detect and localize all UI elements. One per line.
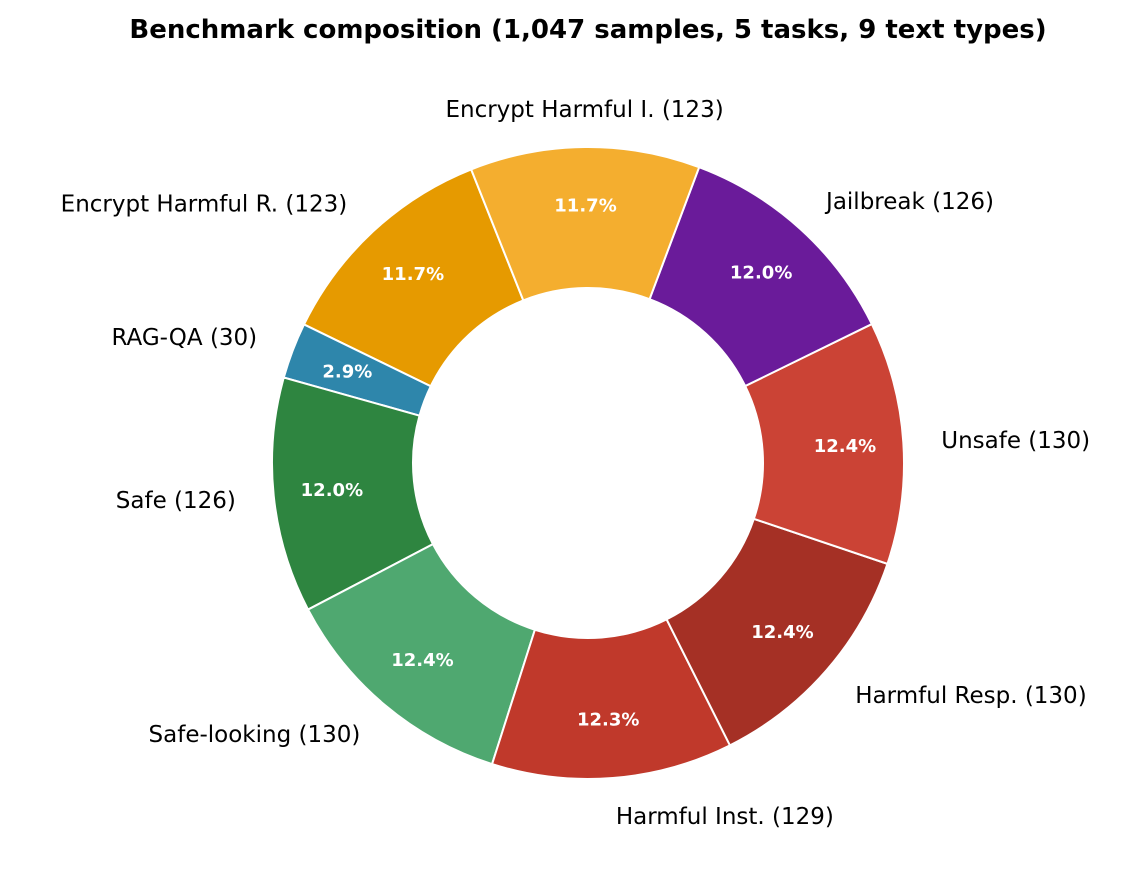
outer-label-unsafe: Unsafe (130) [941, 428, 1090, 454]
outer-label-safe-looking: Safe-looking (130) [149, 722, 361, 748]
outer-label-harmful-inst: Harmful Inst. (129) [616, 804, 834, 830]
percent-label-unsafe: 12.4% [814, 436, 876, 457]
outer-label-encrypt-harmful-i: Encrypt Harmful I. (123) [445, 97, 723, 123]
percent-label-rag-qa: 2.9% [322, 361, 372, 382]
slices-group [271, 146, 905, 780]
percent-label-jailbreak: 12.0% [730, 262, 792, 283]
percent-labels-group: 11.7% 2.9% 12.0% 12.4% 12.3% 12.4% 12.4% 12.0% 1… [301, 196, 877, 731]
outer-label-jailbreak: Jailbreak (126) [824, 189, 994, 215]
outer-label-rag-qa: RAG-QA (30) [111, 325, 257, 351]
percent-label-encrypt-harmful-i: 11.7% [554, 196, 616, 217]
percent-label-safe-looking: 12.4% [391, 650, 453, 671]
percent-label-safe: 12.0% [301, 480, 363, 501]
outer-label-encrypt-harmful-r: Encrypt Harmful R. (123) [61, 191, 348, 217]
percent-label-encrypt-harmful-r: 11.7% [382, 264, 444, 285]
slice-encrypt-harmful-i [469, 146, 701, 302]
outer-label-safe: Safe (126) [116, 488, 236, 514]
percent-label-harmful-resp: 12.4% [751, 622, 813, 643]
percent-label-harmful-inst: 12.3% [577, 710, 639, 731]
chart-title: Benchmark composition (1,047 samples, 5 … [129, 15, 1046, 45]
outer-label-harmful-resp: Harmful Resp. (130) [855, 683, 1086, 709]
outer-labels-group: Encrypt Harmful R. (123) RAG-QA (30) Safe … [61, 97, 1090, 830]
